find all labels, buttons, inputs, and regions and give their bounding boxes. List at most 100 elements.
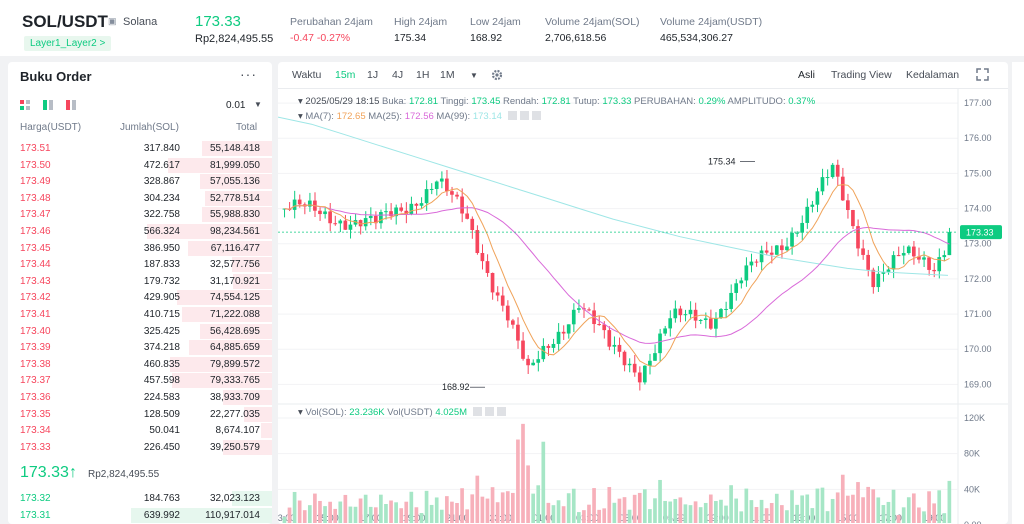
volume-bar (785, 510, 789, 523)
row-amount: 566.324 (143, 226, 180, 237)
info-value: 173.45 (471, 96, 504, 107)
candle-body (627, 363, 632, 366)
last-price: 173.33 (195, 13, 241, 30)
gear-icon[interactable] (491, 69, 503, 81)
view-asks-icon[interactable] (66, 100, 76, 110)
volume-bar (424, 490, 429, 523)
volume-bar (642, 489, 647, 523)
row-total: 98,234.561 (209, 226, 260, 237)
ask-row[interactable]: 173.51 317.840 55,148.418 (8, 140, 272, 157)
volume-bar (343, 494, 348, 523)
view-original[interactable]: Asli (798, 69, 815, 81)
ask-row[interactable]: 173.36 224.583 38,933.709 (8, 389, 272, 406)
candle-body (785, 246, 789, 251)
volume-bar (886, 501, 891, 523)
volume-bar (901, 507, 906, 523)
interval-4j[interactable]: 4J (392, 69, 404, 81)
indicator-toggle-icon[interactable] (531, 111, 541, 120)
current-price-text: 173.33 (966, 228, 994, 238)
indicator-toggle-icon[interactable] (507, 111, 517, 120)
candle-body (419, 203, 424, 206)
ask-row[interactable]: 173.50 472.617 81,999.050 (8, 157, 272, 174)
candle-body (876, 273, 881, 288)
tick-size-select[interactable]: 0.01 (226, 100, 246, 111)
candle-body (363, 218, 368, 227)
candle-body (637, 372, 642, 383)
row-amount: 187.833 (143, 259, 180, 271)
collapse-caret-icon[interactable]: ▾ (298, 96, 303, 107)
indicator-toggle-icon[interactable] (484, 407, 494, 416)
candle-body (790, 232, 794, 247)
candle-body (617, 344, 622, 352)
depth-bar (169, 356, 272, 372)
interval-1j[interactable]: 1J (367, 69, 379, 81)
ask-row[interactable]: 173.38 460.835 79,899.572 (8, 356, 272, 373)
row-total: 57,055.136 (209, 176, 260, 188)
view-depth[interactable]: Kedalaman (906, 69, 960, 81)
interval-1h[interactable]: 1H (416, 69, 430, 81)
view-both-icon[interactable] (20, 100, 30, 110)
collapse-caret-icon[interactable]: ▾ (298, 407, 303, 418)
more-options-icon[interactable]: ··· (240, 66, 257, 82)
volume-bar (282, 517, 287, 523)
volume-bar (313, 493, 317, 523)
ask-row[interactable]: 173.39 374.218 64,885.659 (8, 339, 272, 356)
ask-row[interactable]: 173.33 226.450 39,250.579 (8, 439, 272, 456)
candle-body (805, 206, 810, 223)
candle-body (541, 345, 546, 360)
volume-bar (815, 488, 820, 523)
candlestick-chart[interactable]: 177.00 176.00 175.00 174.00 173.00 172.00 171.… (278, 89, 1008, 524)
view-tradingview[interactable]: Trading View (831, 69, 892, 81)
row-amount: 184.763 (143, 493, 180, 504)
interval-1m[interactable]: 1M (440, 69, 455, 81)
interval-15m[interactable]: 15m (335, 69, 356, 81)
ask-row[interactable]: 173.35 128.509 22,277.035 (8, 406, 272, 423)
volume-bar (505, 491, 510, 523)
view-bids-icon[interactable] (43, 100, 53, 110)
ask-row[interactable]: 173.45 386.950 67,116.477 (8, 240, 272, 257)
info-value: 4.025M (435, 407, 470, 418)
candle-body (500, 295, 505, 306)
row-total: 38,933.709 (209, 392, 260, 403)
depth-bar (233, 273, 272, 289)
ask-row[interactable]: 173.41 410.715 71,222.088 (8, 306, 272, 323)
ask-row[interactable]: 173.46 566.324 98,234.561 (8, 223, 272, 240)
candle-body (856, 226, 860, 249)
toolbar-divider (278, 88, 1008, 89)
candle-body (399, 207, 404, 211)
fullscreen-icon[interactable] (976, 68, 989, 81)
bid-row[interactable]: 173.31 639.992 110,917.014 (8, 507, 272, 524)
ask-row[interactable]: 173.44 187.833 32,577.756 (8, 256, 272, 273)
token-info-icon[interactable]: ▣ (108, 16, 117, 26)
volume-bar (307, 505, 312, 523)
volume-bar (556, 500, 561, 523)
bid-row[interactable]: 173.32 184.763 32,023.123 (8, 490, 272, 507)
row-total: 55,988.830 (209, 209, 260, 221)
category-tag[interactable]: Layer1_Layer2 > (24, 36, 112, 51)
ask-row[interactable]: 173.37 457.598 79,333.765 (8, 372, 272, 389)
indicator-toggle-icon[interactable] (472, 407, 482, 416)
ask-row[interactable]: 173.48 304.234 52,778.514 (8, 190, 272, 207)
candle-body (724, 308, 728, 310)
volume-bar (571, 488, 576, 523)
candle-body (455, 194, 459, 197)
ask-row[interactable]: 173.40 325.425 56,428.695 (8, 323, 272, 340)
ask-row[interactable]: 173.42 429.905 74,554.125 (8, 289, 272, 306)
indicator-toggle-icon[interactable] (519, 111, 529, 120)
candle-body (642, 365, 647, 383)
chevron-down-icon[interactable]: ▼ (254, 100, 262, 109)
info-value: 0.37% (788, 96, 816, 107)
ask-row[interactable]: 173.43 179.732 31,170.921 (8, 273, 272, 290)
more-intervals-icon[interactable]: ▼ (470, 71, 478, 80)
ask-row[interactable]: 173.47 322.758 55,988.830 (8, 206, 272, 223)
volume-bar (922, 511, 926, 523)
candle-body (906, 246, 911, 254)
ask-row[interactable]: 173.49 328.867 57,055.136 (8, 173, 272, 190)
ask-row[interactable]: 173.34 50.041 8,674.107 (8, 422, 272, 439)
ma25-line (284, 204, 950, 344)
volume-bar (516, 439, 520, 523)
indicator-toggle-icon[interactable] (496, 407, 506, 416)
candle-body (693, 309, 698, 321)
collapse-caret-icon[interactable]: ▾ (298, 111, 303, 122)
depth-bar (231, 491, 272, 506)
